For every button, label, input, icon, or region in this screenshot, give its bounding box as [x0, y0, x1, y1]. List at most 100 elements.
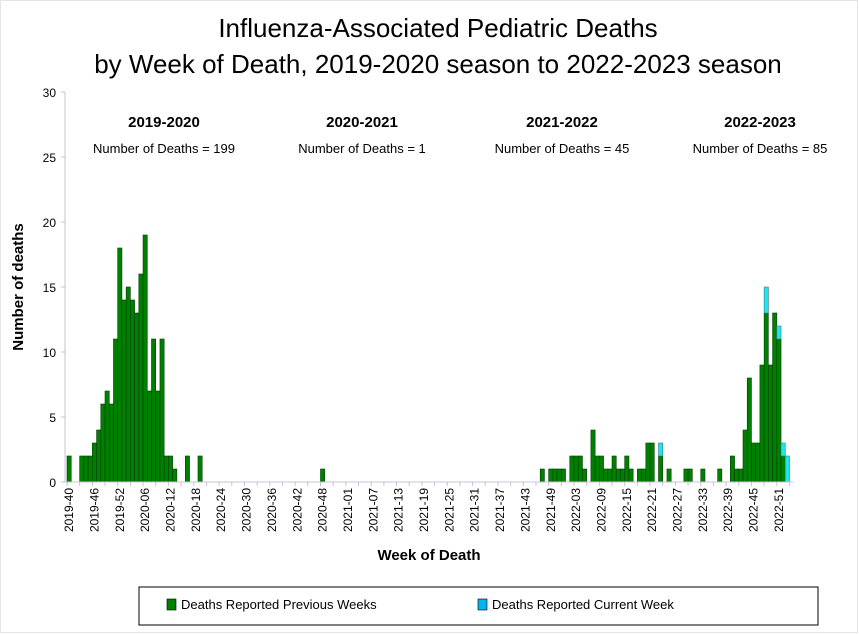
x-tick-label: 2019-52 — [113, 488, 127, 532]
bar-previous-weeks — [687, 468, 693, 483]
bar-previous-weeks — [96, 429, 102, 483]
bar-previous-weeks — [539, 468, 545, 483]
bar-current-week — [776, 325, 782, 340]
bar-previous-weeks — [772, 312, 778, 483]
bar-previous-weeks — [130, 299, 135, 483]
bar-previous-weeks — [637, 468, 642, 483]
bar-previous-weeks — [561, 468, 566, 483]
bar-previous-weeks — [590, 429, 596, 483]
bar-previous-weeks — [134, 312, 140, 483]
x-tick-label: 2021-13 — [392, 488, 406, 532]
bar-previous-weeks — [163, 455, 169, 483]
bar-previous-weeks — [611, 455, 617, 483]
x-tick-label: 2022-33 — [696, 488, 710, 532]
x-tick-label: 2020-48 — [316, 488, 330, 532]
bar-previous-weeks — [599, 455, 604, 483]
y-tick-label: 30 — [43, 86, 57, 100]
x-tick-label: 2022-21 — [645, 488, 659, 532]
bar-previous-weeks — [615, 468, 621, 483]
legend-swatch-previous — [166, 598, 177, 611]
bar-previous-weeks — [649, 442, 655, 483]
x-tick-label: 2020-36 — [265, 488, 279, 532]
x-axis-label: Week of Death — [377, 547, 480, 564]
season-death-count: Number of Deaths = 199 — [93, 141, 235, 156]
season-label: 2021-2022 — [526, 114, 598, 131]
x-tick-label: 2020-30 — [240, 488, 254, 532]
bar-previous-weeks — [780, 455, 786, 483]
x-tick-label: 2019-40 — [62, 488, 76, 532]
season-label: 2022-2023 — [724, 114, 796, 131]
y-tick-label: 10 — [43, 346, 57, 360]
bar-previous-weeks — [151, 338, 157, 483]
bar-previous-weeks — [577, 455, 583, 483]
bar-previous-weeks — [66, 455, 72, 483]
bar-previous-weeks — [320, 468, 326, 483]
bar-previous-weeks — [628, 468, 634, 483]
legend-label-previous: Deaths Reported Previous Weeks — [181, 597, 377, 612]
bar-previous-weeks — [155, 390, 161, 483]
bar-previous-weeks — [755, 442, 761, 483]
x-tick-label: 2021-31 — [468, 488, 482, 532]
bar-previous-weeks — [768, 364, 773, 483]
bar-previous-weeks — [573, 455, 579, 483]
y-tick-label: 0 — [49, 476, 56, 490]
bar-previous-weeks — [117, 247, 123, 483]
bar-previous-weeks — [121, 299, 127, 483]
bar-previous-weeks — [763, 312, 769, 483]
bar-previous-weeks — [742, 429, 748, 483]
x-tick-label: 2020-24 — [214, 488, 228, 532]
bar-previous-weeks — [620, 468, 625, 483]
bar-previous-weeks — [552, 468, 558, 483]
bar-previous-weeks — [92, 442, 97, 483]
legend: Deaths Reported Previous Weeks Deaths Re… — [138, 586, 819, 626]
bar-previous-weeks — [700, 468, 706, 483]
bar-previous-weeks — [556, 468, 562, 483]
bar-previous-weeks — [100, 403, 106, 483]
bar-previous-weeks — [125, 286, 131, 483]
x-tick-label: 2022-45 — [747, 488, 761, 532]
bar-previous-weeks — [104, 390, 110, 483]
bar-previous-weeks — [582, 468, 587, 483]
y-tick-label: 20 — [43, 216, 57, 230]
x-tick-label: 2020-42 — [290, 488, 304, 532]
x-tick-label: 2020-06 — [138, 488, 152, 532]
x-tick-label: 2021-25 — [442, 488, 456, 532]
bar-previous-weeks — [683, 468, 689, 483]
bar-previous-weeks — [569, 455, 575, 483]
x-tick-label: 2021-07 — [366, 488, 380, 532]
bar-previous-weeks — [168, 455, 173, 483]
x-tick-label: 2021-37 — [493, 488, 507, 532]
bar-previous-weeks — [603, 468, 609, 483]
x-tick-label: 2021-01 — [341, 488, 355, 532]
bar-previous-weeks — [594, 455, 600, 483]
bar-previous-weeks — [717, 468, 723, 483]
legend-swatch-current — [477, 598, 488, 611]
bar-previous-weeks — [730, 455, 735, 483]
bar-previous-weeks — [159, 338, 165, 483]
x-tick-label: 2021-43 — [518, 488, 532, 532]
x-tick-label: 2020-12 — [164, 488, 178, 532]
legend-label-current: Deaths Reported Current Week — [492, 597, 674, 612]
bar-current-week — [780, 442, 786, 457]
bar-previous-weeks — [641, 468, 647, 483]
bar-current-week — [784, 455, 790, 483]
x-tick-label: 2022-15 — [620, 488, 634, 532]
bar-previous-weeks — [142, 234, 148, 483]
bar-previous-weeks — [146, 390, 152, 483]
season-death-count: Number of Deaths = 1 — [298, 141, 426, 156]
bar-previous-weeks — [751, 442, 756, 483]
bar-previous-weeks — [645, 442, 651, 483]
bar-previous-weeks — [87, 455, 93, 483]
bar-previous-weeks — [746, 377, 752, 483]
x-tick-label: 2019-46 — [87, 488, 101, 532]
bar-previous-weeks — [666, 468, 672, 483]
y-tick-label: 25 — [43, 151, 57, 165]
bar-previous-weeks — [624, 455, 630, 483]
bar-previous-weeks — [138, 273, 144, 483]
bar-current-week — [658, 442, 664, 457]
bar-previous-weeks — [108, 403, 114, 483]
x-tick-label: 2020-18 — [189, 488, 203, 532]
bar-previous-weeks — [548, 468, 554, 483]
bar-previous-weeks — [113, 338, 118, 483]
